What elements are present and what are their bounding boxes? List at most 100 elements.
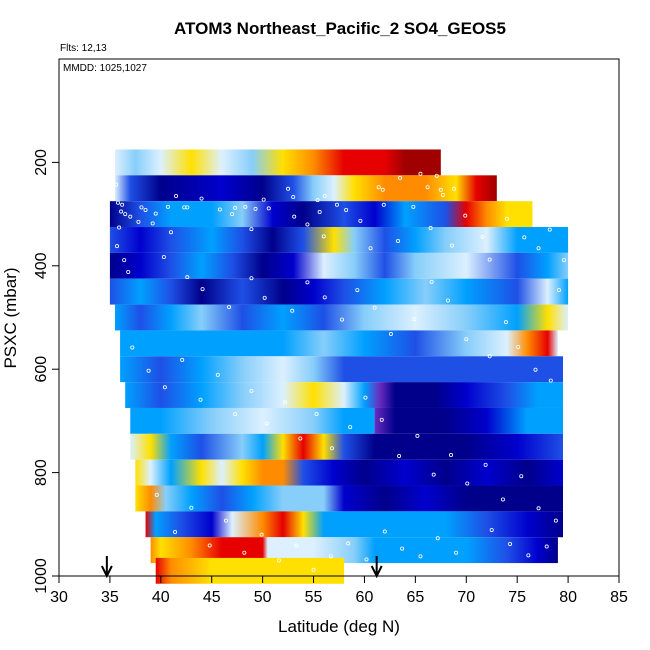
sample-point bbox=[283, 400, 288, 405]
sample-point bbox=[358, 218, 363, 223]
y-tick-label: 600 bbox=[33, 356, 50, 383]
sample-point bbox=[445, 298, 450, 303]
y-tick-label: 400 bbox=[33, 252, 50, 279]
sample-point bbox=[504, 216, 509, 221]
sample-point bbox=[321, 234, 326, 239]
heatmap-band bbox=[109, 252, 569, 279]
sample-point bbox=[415, 433, 420, 438]
sample-point bbox=[500, 497, 505, 502]
sample-point bbox=[139, 205, 144, 210]
sample-point bbox=[242, 550, 247, 555]
sample-point bbox=[294, 543, 299, 548]
sample-point bbox=[200, 287, 205, 292]
sample-point bbox=[372, 305, 377, 310]
sample-point bbox=[139, 518, 144, 523]
x-tick-label: 80 bbox=[559, 589, 577, 606]
sample-point bbox=[471, 565, 476, 570]
sample-point bbox=[290, 308, 295, 313]
sample-point bbox=[243, 204, 248, 209]
sample-point bbox=[173, 530, 178, 535]
heatmap-band bbox=[115, 304, 569, 331]
y-tick-label: 800 bbox=[33, 459, 50, 486]
sample-point bbox=[382, 529, 387, 534]
sample-point bbox=[536, 246, 541, 251]
sample-point bbox=[397, 454, 402, 459]
x-tick-label: 60 bbox=[356, 589, 374, 606]
sample-point bbox=[464, 337, 469, 342]
heatmap-band bbox=[135, 485, 563, 512]
sample-point bbox=[146, 368, 151, 373]
sample-point bbox=[259, 532, 264, 537]
sample-point bbox=[264, 421, 269, 426]
sample-point bbox=[130, 345, 135, 350]
sample-point bbox=[120, 202, 125, 207]
sample-point bbox=[329, 446, 334, 451]
sample-point bbox=[115, 244, 120, 249]
sample-point bbox=[379, 417, 384, 422]
sample-point bbox=[174, 194, 179, 199]
sample-point bbox=[223, 518, 228, 523]
sample-point bbox=[508, 541, 513, 546]
sample-point bbox=[217, 207, 222, 212]
sample-point bbox=[340, 317, 345, 322]
sample-point bbox=[286, 186, 291, 191]
sample-point bbox=[547, 227, 552, 232]
y-axis-label: PSXC (mbar) bbox=[1, 267, 20, 368]
sample-point bbox=[230, 212, 235, 217]
sample-point bbox=[314, 412, 319, 417]
sample-point bbox=[503, 320, 508, 325]
heatmap-band bbox=[115, 175, 497, 202]
sample-point bbox=[305, 280, 310, 285]
heatmap-band bbox=[125, 382, 563, 408]
sample-point bbox=[334, 202, 339, 207]
sample-point bbox=[126, 270, 131, 275]
sample-point bbox=[526, 553, 531, 558]
heatmap-band bbox=[120, 330, 558, 357]
sample-point bbox=[418, 554, 423, 559]
x-tick-label: 40 bbox=[152, 589, 170, 606]
x-tick-label: 35 bbox=[101, 589, 119, 606]
sample-point bbox=[431, 472, 436, 477]
heatmap-band bbox=[120, 356, 563, 383]
sample-point bbox=[522, 235, 527, 240]
sample-point bbox=[487, 354, 492, 359]
sample-point bbox=[434, 173, 439, 178]
x-tick-label: 75 bbox=[508, 589, 526, 606]
x-axis-label: Latitude (deg N) bbox=[278, 617, 400, 636]
sample-point bbox=[128, 214, 133, 219]
sample-point bbox=[364, 557, 369, 562]
sample-point bbox=[348, 425, 353, 430]
y-axis: 200 400 600 800 1000 bbox=[33, 149, 59, 594]
heatmap-band bbox=[109, 227, 569, 253]
sample-point bbox=[487, 257, 492, 262]
sample-point bbox=[489, 527, 494, 532]
x-tick-label: 65 bbox=[406, 589, 424, 606]
chart-title: ATOM3 Northeast_Pacific_2 SO4_GEOS5 bbox=[174, 19, 506, 38]
sample-point bbox=[291, 195, 296, 200]
sample-point bbox=[165, 204, 170, 209]
sample-point bbox=[454, 550, 459, 555]
x-tick-label: 70 bbox=[457, 589, 475, 606]
sample-point bbox=[450, 243, 455, 248]
sample-point bbox=[298, 436, 303, 441]
y-tick-label: 200 bbox=[33, 149, 50, 176]
sample-point bbox=[227, 305, 232, 310]
heatmap-band bbox=[109, 278, 569, 305]
x-tick-label: 30 bbox=[50, 589, 68, 606]
sample-point bbox=[123, 212, 128, 217]
flights-note: Flts: 12,13 bbox=[60, 43, 107, 54]
x-axis: 30 35 40 45 50 55 60 65 70 75 80 85 bbox=[50, 576, 628, 606]
sample-point bbox=[376, 185, 381, 190]
heatmap-band bbox=[115, 149, 441, 176]
sample-point bbox=[266, 206, 271, 211]
heatmap-band bbox=[130, 407, 375, 434]
sample-point bbox=[465, 481, 470, 486]
sample-point bbox=[249, 276, 254, 281]
sample-point bbox=[189, 505, 194, 510]
sample-point bbox=[207, 543, 212, 548]
sample-point bbox=[533, 367, 538, 372]
sample-point bbox=[355, 288, 360, 293]
sample-point bbox=[418, 171, 423, 176]
sample-point bbox=[519, 474, 524, 479]
heatmap-band bbox=[145, 511, 563, 538]
